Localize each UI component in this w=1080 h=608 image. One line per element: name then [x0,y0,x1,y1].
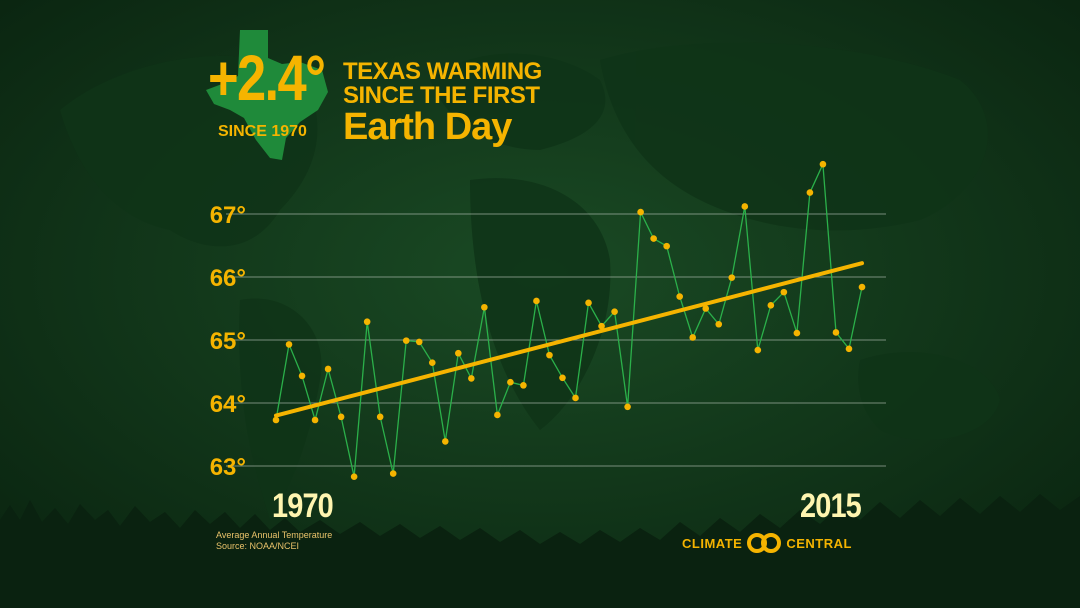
data-point [324,365,332,373]
data-point [819,160,827,168]
data-point [311,416,319,424]
y-tick-label: 63° [210,454,246,481]
data-point [637,208,644,216]
data-point [520,382,527,389]
data-point [650,235,657,242]
data-point [337,413,345,421]
logo-text-left: CLIMATE [682,535,743,551]
logo-text-right: CENTRAL [786,535,852,551]
data-point [441,438,449,445]
data-point [285,341,293,348]
data-point [546,351,553,359]
data-point [598,322,605,330]
data-point [741,203,749,210]
logo-rings-icon [747,533,782,553]
grid-lines [226,213,886,467]
data-points [272,160,866,481]
series-layer [275,161,863,477]
x-start-label: 1970 [272,487,334,525]
data-point [663,242,670,250]
data-point [272,416,280,424]
y-tick-label: 66° [210,265,246,292]
data-point [298,372,306,380]
y-tick-label: 65° [210,328,246,355]
data-point [533,297,540,305]
temperature-series-line [275,161,863,477]
headline-since-label: SINCE 1970 [218,123,307,140]
data-point [376,413,384,421]
tree-line-silhouette [0,494,1080,608]
data-point [415,338,423,346]
data-point [468,375,475,382]
data-point [780,288,788,296]
data-point [507,378,514,386]
data-point [754,346,762,354]
data-point [572,394,579,402]
trend-line [274,261,864,418]
y-tick-label: 64° [210,391,246,418]
footnote-metric: Average Annual Temperature [216,530,333,540]
data-point [350,473,358,481]
data-point [806,189,814,196]
data-point [676,293,683,300]
headline-title-line-3: Earth Day [343,106,512,148]
y-tick-label: 67° [210,202,246,229]
data-point [494,411,501,419]
data-point [611,308,618,315]
data-point [455,349,462,357]
data-point [402,337,410,344]
data-point [585,299,592,307]
headline-title-line-1: TEXAS WARMING [343,58,542,85]
data-point [389,470,397,477]
trend-layer [274,261,864,418]
data-point [559,374,566,382]
data-point [858,283,866,291]
data-point [767,302,775,309]
headline-title-line-2: SINCE THE FIRST [343,82,540,109]
data-point [689,334,697,341]
data-point [832,329,840,336]
y-tick-labels: 63° 64° 65° 66° 67° [210,202,246,481]
data-point [702,305,710,312]
data-point [481,303,488,311]
data-point [624,403,631,411]
data-point [363,318,371,326]
data-point [715,320,723,328]
footnote-source: Source: NOAA/NCEI [216,541,300,551]
data-point [428,359,436,366]
world-map-silhouette [60,42,1000,520]
x-end-label: 2015 [800,487,862,525]
texas-state-icon [206,30,328,160]
data-point [845,345,853,353]
data-point [728,274,736,281]
climate-central-logo: CLIMATE CENTRAL [682,531,852,555]
data-point [793,329,801,337]
headline-big-number: +2.4° [208,42,326,114]
